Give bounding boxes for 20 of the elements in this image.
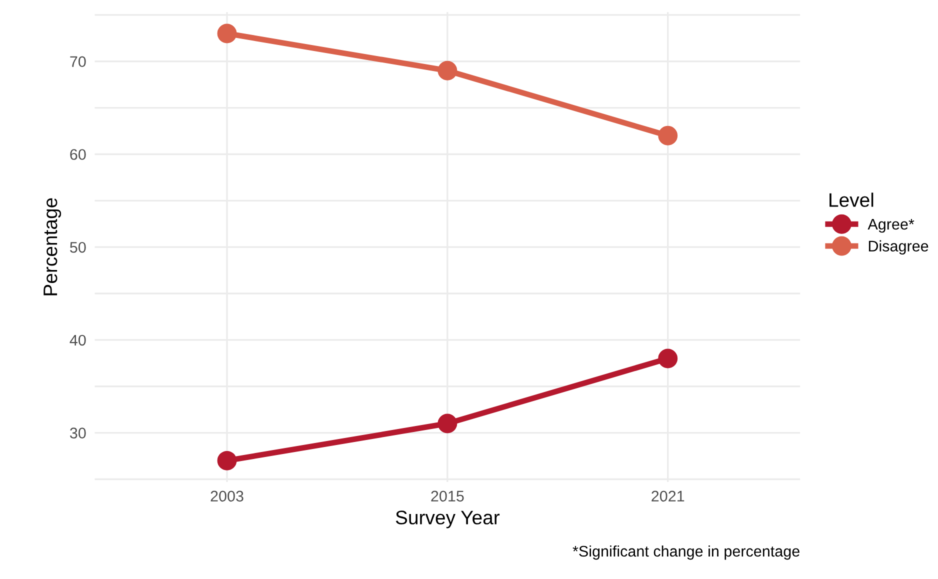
legend-label: Agree*: [868, 218, 914, 233]
point: [217, 450, 237, 470]
point: [658, 126, 678, 146]
y-tick-label: 50: [70, 242, 86, 253]
point: [217, 24, 237, 44]
point: [438, 60, 458, 80]
text: *Significant change in percentage: [572, 545, 800, 560]
x-tick-label: 2021: [652, 490, 684, 502]
x-axis-title: Survey Year: [396, 510, 500, 528]
legend-label: Disagree: [868, 240, 928, 255]
x-tick-label: 2003: [210, 490, 244, 502]
point: [658, 348, 678, 368]
x-tick-label: 2015: [431, 490, 464, 502]
point: [438, 414, 458, 434]
y-tick-label: 70: [70, 56, 86, 68]
y-tick-label: 30: [70, 428, 86, 438]
y-tick-label: 60: [70, 149, 86, 160]
y-tick-label: 40: [70, 334, 86, 346]
y-axis-title: Percentage: [44, 198, 62, 296]
legend-title: Level: [830, 192, 874, 207]
